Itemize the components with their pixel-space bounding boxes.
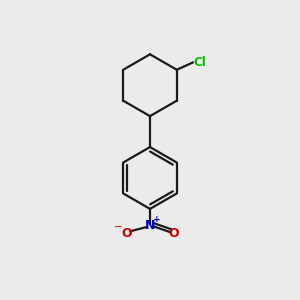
Text: O: O: [168, 227, 179, 240]
Text: O: O: [121, 227, 132, 240]
Text: +: +: [153, 215, 160, 224]
Text: Cl: Cl: [194, 56, 207, 69]
Text: −: −: [114, 222, 123, 232]
Text: N: N: [145, 219, 155, 232]
